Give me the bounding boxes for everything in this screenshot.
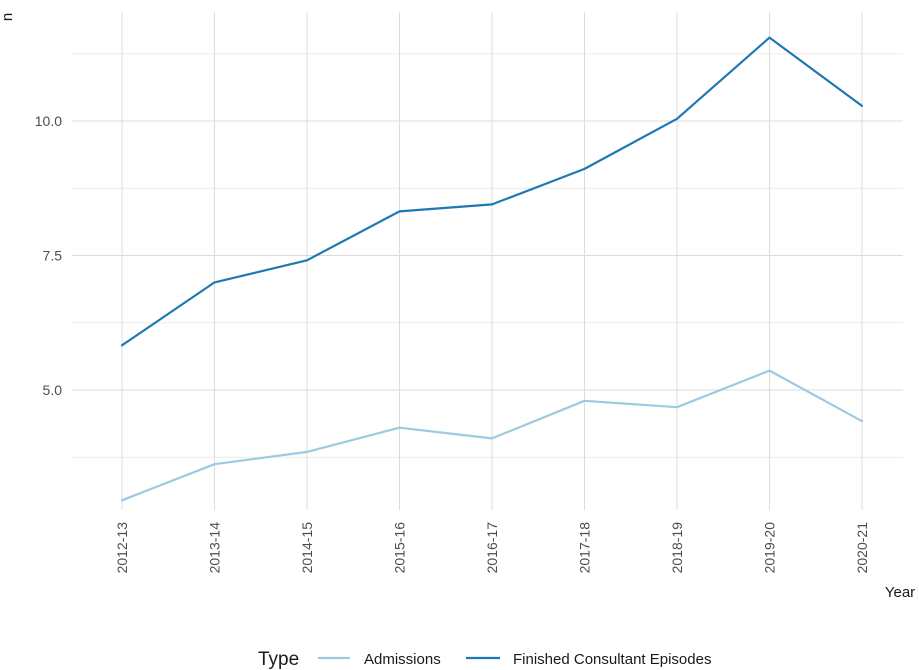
x-tick-label: 2012-13: [114, 522, 130, 574]
legend-label: Finished Consultant Episodes: [513, 651, 711, 668]
y-tick-label: 10.0: [35, 113, 62, 129]
x-tick-labels: 2012-13 2013-14 2014-15 2015-16 2016-17 2017-…: [114, 522, 870, 574]
grid: [72, 12, 903, 510]
x-tick-label: 2019-20: [762, 522, 778, 574]
series-lines: [120, 36, 864, 502]
x-tick-label: 2015-16: [392, 522, 408, 574]
x-tick-label: 2017-18: [577, 522, 593, 574]
y-tick-label: 7.5: [43, 248, 63, 264]
x-tick-label: 2020-21: [854, 522, 870, 574]
x-axis-label: Year: [885, 584, 915, 601]
series-line: [120, 369, 864, 502]
x-tick-label: 2013-14: [207, 522, 223, 574]
legend-title: Type: [258, 649, 299, 670]
y-axis-label: n: [0, 13, 16, 21]
legend: Type Admissions Finished Consultant Episo…: [258, 649, 711, 670]
legend-label: Admissions: [364, 651, 441, 668]
x-tick-label: 2018-19: [669, 522, 685, 574]
x-tick-label: 2016-17: [484, 522, 500, 574]
y-tick-labels: 5.0 7.5 10.0: [35, 113, 62, 398]
x-tick-label: 2014-15: [299, 522, 315, 574]
y-tick-label: 5.0: [43, 382, 63, 398]
